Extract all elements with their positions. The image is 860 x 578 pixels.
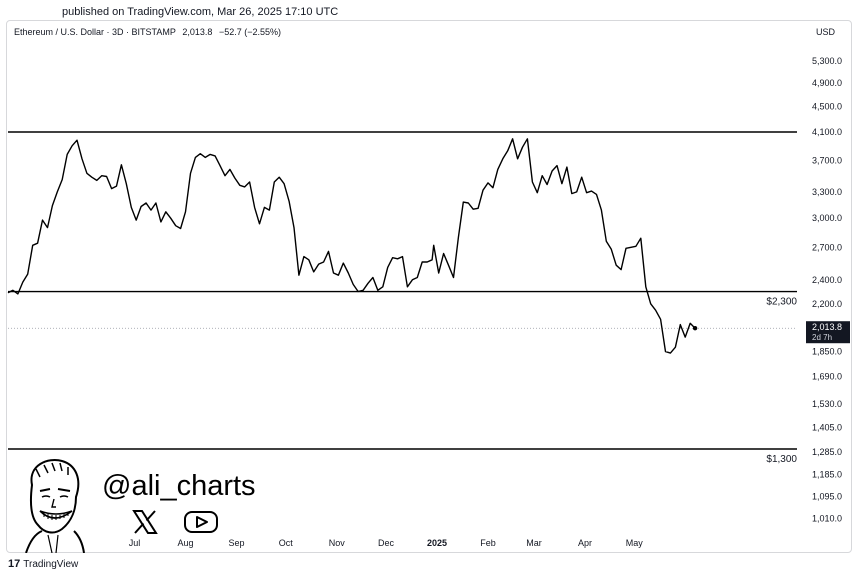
last-price-badge-value: 2,013.8 xyxy=(812,322,842,332)
last-price-badge: 2,013.82d 7h xyxy=(806,321,850,344)
x-tick-label: May xyxy=(626,538,644,548)
published-note: published on TradingView.com, Mar 26, 20… xyxy=(62,6,339,18)
x-tick-label: Aug xyxy=(178,538,194,548)
last-price-badge-countdown: 2d 7h xyxy=(812,333,832,342)
y-axis: 5,300.0 4,900.0 4,500.0 4,100.0 3,700.0 3,300… xyxy=(812,56,842,524)
x-tick-label: Dec xyxy=(378,538,395,548)
x-icon[interactable] xyxy=(131,508,159,536)
y-tick-label: 1,405.0 xyxy=(812,423,842,433)
level-lines: $2,300 $1,300 xyxy=(8,131,797,465)
last-price: 2,013.8 xyxy=(182,27,213,37)
symbol-header: Ethereum / U.S. Dollar · 3D · BITSTAMP 2… xyxy=(14,27,285,37)
y-tick-label: 1,690.0 xyxy=(812,372,842,382)
level-label: $2,300 xyxy=(766,297,797,308)
y-tick-label: 3,000.0 xyxy=(812,213,842,223)
last-price-badge-bg xyxy=(806,321,850,344)
x-tick-label: Sep xyxy=(228,538,244,548)
x-tick-label: Oct xyxy=(279,538,294,548)
x-tick-label: Jul xyxy=(129,538,141,548)
x-tick-label: Mar xyxy=(526,538,542,548)
y-tick-label: 4,100.0 xyxy=(812,127,842,137)
watermark-handle: @ali_charts xyxy=(102,470,256,502)
y-tick-label: 2,400.0 xyxy=(812,275,842,285)
y-tick-label: 2,200.0 xyxy=(812,299,842,309)
footer-brand: TradingView xyxy=(23,558,79,570)
y-tick-label: 4,900.0 xyxy=(812,78,842,88)
y-tick-label: 1,010.0 xyxy=(812,514,842,524)
x-tick-label: Feb xyxy=(480,538,496,548)
x-tick-label: Apr xyxy=(578,538,592,548)
youtube-icon[interactable] xyxy=(183,508,219,536)
y-tick-label: 5,300.0 xyxy=(812,56,842,66)
x-tick-label: 2025 xyxy=(427,538,447,548)
price-change: −52.7 (−2.55%) xyxy=(218,27,281,37)
y-tick-label: 1,185.0 xyxy=(812,470,842,480)
x-axis: Jul Aug Sep Oct Nov Dec 2025 Feb Mar Apr May xyxy=(129,538,643,548)
level-label: $1,300 xyxy=(766,454,797,465)
y-tick-label: 2,700.0 xyxy=(812,242,842,252)
social-icons xyxy=(131,508,219,536)
x-tick-label: Nov xyxy=(329,538,346,548)
y-tick-label: 4,500.0 xyxy=(812,101,842,111)
footer: 17 TradingView xyxy=(8,558,78,570)
y-tick-label: 3,700.0 xyxy=(812,155,842,165)
avatar xyxy=(25,459,85,553)
y-tick-label: 1,095.0 xyxy=(812,491,842,501)
y-tick-label: 3,300.0 xyxy=(812,187,842,197)
last-price-dot xyxy=(692,326,698,331)
y-tick-label: 1,850.0 xyxy=(812,347,842,357)
symbol-name: Ethereum / U.S. Dollar · 3D · BITSTAMP xyxy=(14,27,176,37)
chart-frame xyxy=(6,20,852,553)
y-tick-label: 1,285.0 xyxy=(812,447,842,457)
y-tick-label: 1,530.0 xyxy=(812,399,842,409)
price-line xyxy=(7,138,696,354)
tradingview-logo: 17 xyxy=(8,558,21,570)
currency-label[interactable]: USD xyxy=(816,27,836,37)
